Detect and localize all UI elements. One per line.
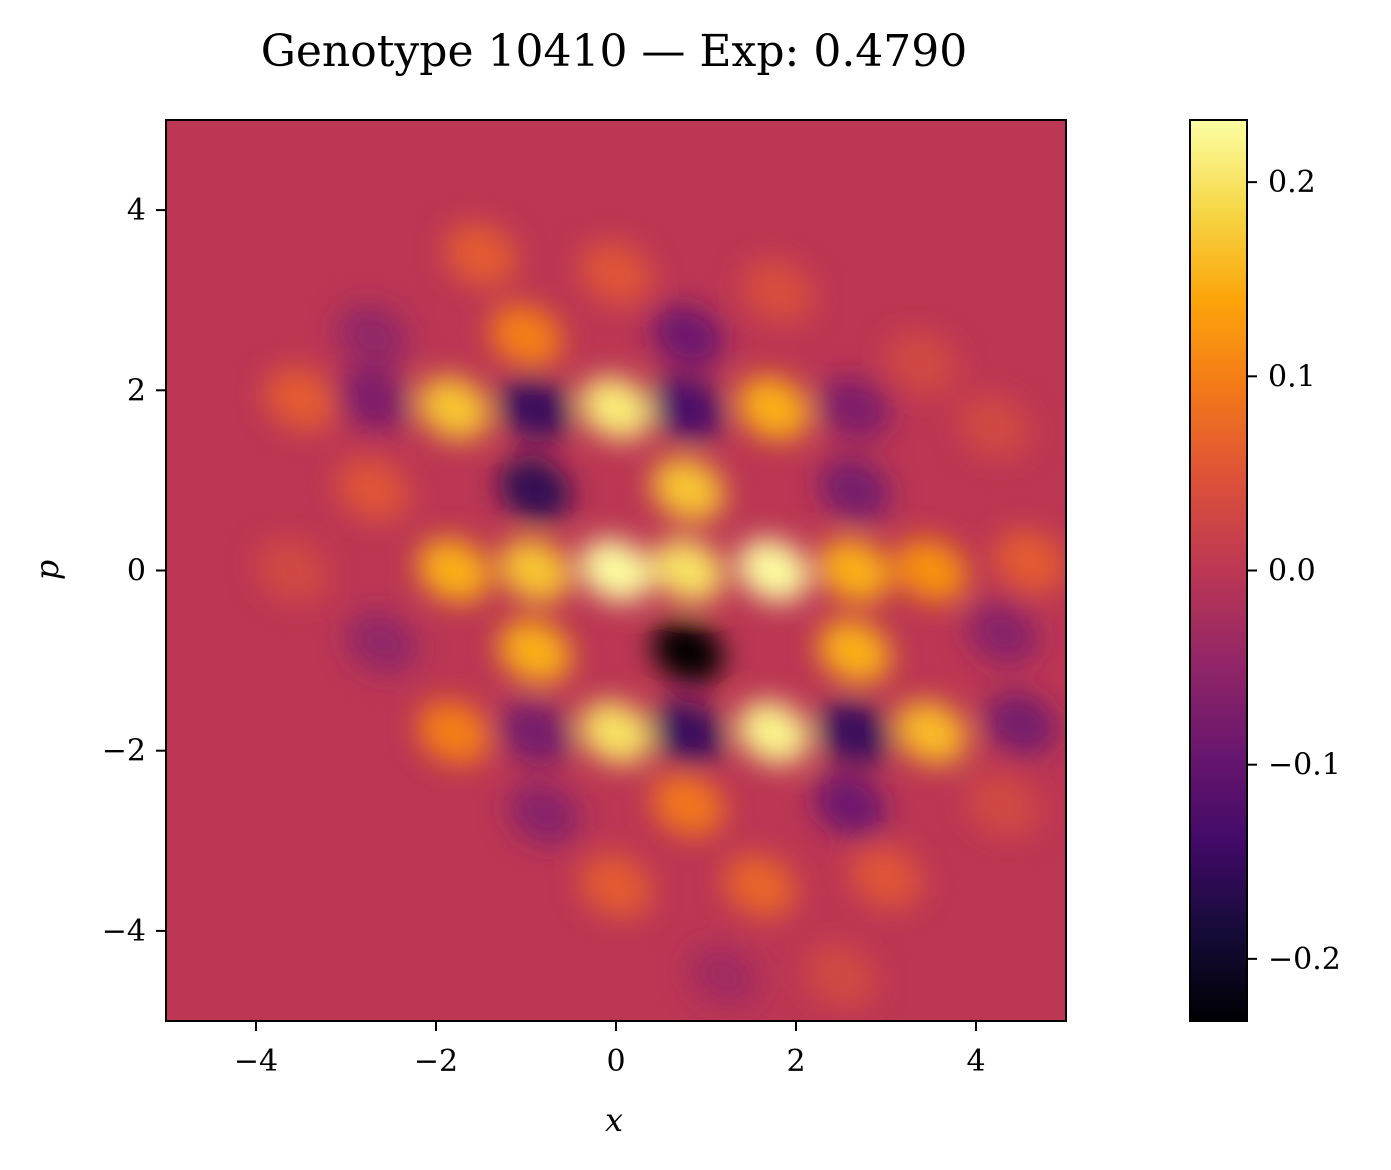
positive-lobe bbox=[818, 538, 891, 603]
x-axis: −4 −2 0 2 4 bbox=[234, 1021, 986, 1079]
y-axis-label: p bbox=[28, 560, 66, 580]
positive-lobe bbox=[818, 619, 891, 684]
positive-lobe bbox=[651, 457, 725, 522]
colorbar-tick-label: −0.2 bbox=[1268, 942, 1341, 977]
x-tick-label: −2 bbox=[414, 1044, 458, 1079]
x-tick-label: 2 bbox=[786, 1044, 805, 1079]
positive-lobe bbox=[579, 854, 653, 918]
colorbar-tick-label: −0.1 bbox=[1268, 748, 1341, 783]
x-tick-label: −4 bbox=[234, 1044, 278, 1079]
positive-lobe bbox=[741, 259, 815, 323]
y-tick-label: 2 bbox=[127, 373, 146, 408]
x-axis-label: x bbox=[605, 1101, 623, 1139]
positive-lobe bbox=[966, 773, 1040, 837]
positive-lobe bbox=[417, 538, 491, 603]
negative-lobe bbox=[507, 782, 581, 846]
colorbar-tick-label: 0.2 bbox=[1268, 165, 1316, 200]
negative-lobe bbox=[687, 944, 761, 1008]
y-tick-label: −4 bbox=[102, 914, 146, 949]
colorbar-tick-label: 0.0 bbox=[1268, 554, 1316, 589]
positive-lobe bbox=[885, 331, 959, 395]
positive-lobe bbox=[264, 367, 338, 431]
plot-area bbox=[165, 119, 1067, 1022]
positive-lobe bbox=[894, 700, 968, 765]
colorbar-tick-label: 0.1 bbox=[1268, 359, 1316, 394]
y-tick-label: −2 bbox=[102, 734, 146, 769]
negative-lobe bbox=[651, 304, 725, 368]
heatmap-features bbox=[255, 223, 1066, 1008]
colorbar: 0.2 0.1 0.0 −0.1 −0.2 bbox=[1189, 119, 1341, 1022]
chart-title: Genotype 10410 — Exp: 0.4790 bbox=[261, 26, 968, 77]
negative-lobe bbox=[498, 457, 572, 522]
positive-lobe bbox=[444, 223, 518, 287]
positive-lobe bbox=[579, 376, 653, 441]
negative-lobe bbox=[336, 367, 410, 431]
negative-lobe bbox=[966, 601, 1040, 666]
negative-lobe bbox=[813, 773, 887, 837]
positive-lobe bbox=[489, 304, 563, 368]
negative-lobe bbox=[984, 691, 1058, 756]
negative-lobe bbox=[818, 376, 891, 441]
positive-lobe bbox=[723, 854, 797, 918]
positive-lobe bbox=[255, 538, 329, 603]
positive-lobe bbox=[894, 538, 968, 603]
positive-lobe bbox=[651, 538, 725, 603]
y-axis: −4 −2 0 2 4 bbox=[102, 193, 166, 949]
positive-lobe bbox=[737, 376, 810, 441]
negative-lobe bbox=[345, 610, 419, 675]
positive-lobe bbox=[993, 529, 1066, 594]
negative-lobe bbox=[498, 700, 572, 765]
positive-lobe bbox=[957, 394, 1031, 459]
positive-lobe bbox=[737, 700, 810, 765]
positive-lobe bbox=[579, 700, 653, 765]
y-tick-label: 0 bbox=[127, 554, 146, 589]
x-tick-label: 0 bbox=[606, 1044, 625, 1079]
negative-lobe bbox=[651, 700, 725, 765]
positive-lobe bbox=[336, 457, 410, 522]
colorbar-scale bbox=[1189, 119, 1248, 1022]
positive-lobe bbox=[579, 241, 653, 305]
positive-lobe bbox=[417, 700, 491, 765]
positive-lobe bbox=[651, 773, 725, 837]
positive-lobe bbox=[417, 376, 491, 441]
positive-lobe bbox=[498, 538, 572, 603]
colorbar-ticks: 0.2 0.1 0.0 −0.1 −0.2 bbox=[1247, 165, 1341, 977]
positive-lobe bbox=[849, 845, 923, 909]
negative-lobe bbox=[651, 619, 725, 684]
y-tick-label: 4 bbox=[127, 193, 146, 228]
negative-lobe bbox=[336, 304, 410, 368]
positive-lobe bbox=[737, 538, 810, 603]
positive-lobe bbox=[804, 944, 878, 1008]
x-tick-label: 4 bbox=[966, 1044, 985, 1079]
negative-lobe bbox=[651, 376, 725, 441]
positive-lobe bbox=[498, 619, 572, 684]
negative-lobe bbox=[498, 376, 572, 441]
negative-lobe bbox=[818, 700, 891, 765]
positive-lobe bbox=[579, 538, 653, 603]
negative-lobe bbox=[818, 457, 891, 522]
